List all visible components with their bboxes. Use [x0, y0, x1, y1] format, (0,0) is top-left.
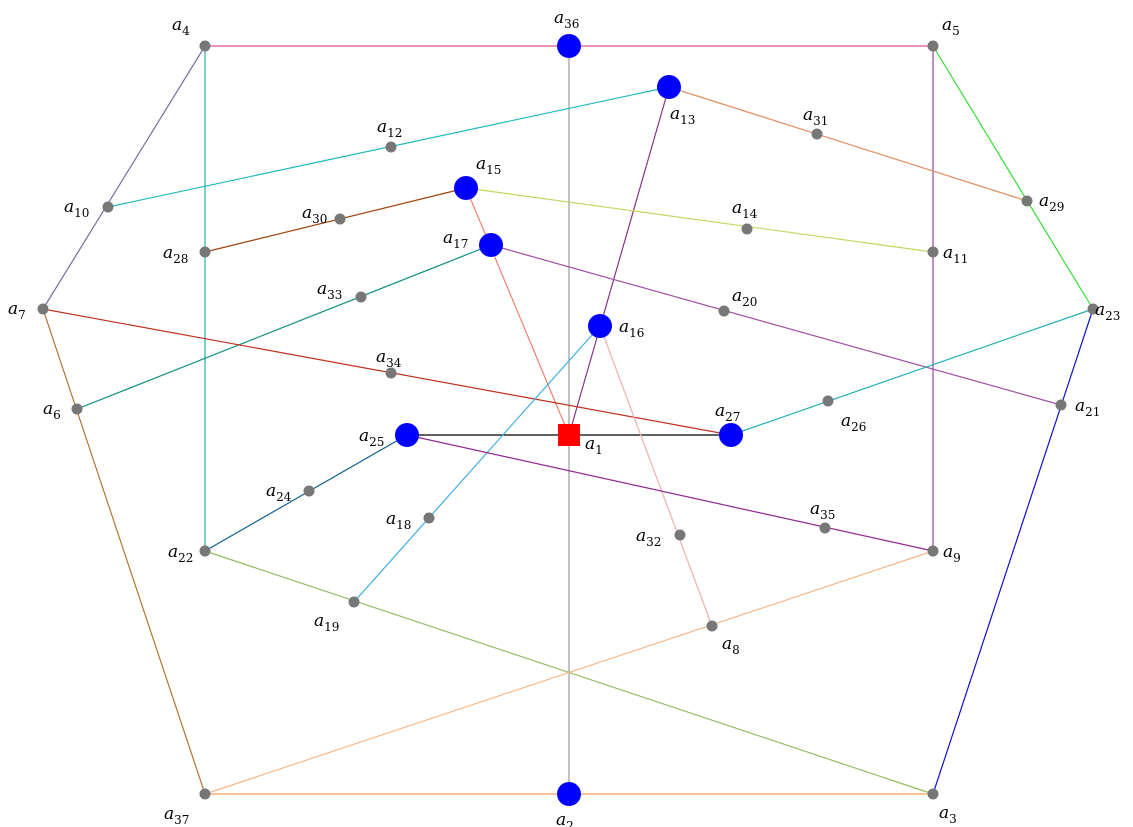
node-a21 — [1055, 399, 1067, 411]
node-a14 — [741, 223, 753, 235]
edge-a7-a37 — [42, 308, 206, 795]
node-label-a11: a11 — [943, 243, 968, 266]
edge-a13-a1 — [568, 86, 670, 436]
node-a35 — [819, 522, 831, 534]
edge-a9-a37 — [204, 550, 934, 795]
node-a20 — [718, 305, 730, 317]
node-label-a8: a8 — [722, 634, 740, 657]
node-a1 — [558, 424, 580, 446]
node-label-a3: a3 — [939, 803, 957, 826]
node-label-a33: a33 — [317, 279, 342, 302]
node-label-a4: a4 — [172, 15, 190, 38]
node-label-a9: a9 — [943, 542, 961, 565]
node-a3 — [927, 788, 939, 800]
node-a24 — [303, 485, 315, 497]
node-label-a5: a5 — [942, 15, 960, 38]
node-a13 — [657, 75, 681, 99]
node-label-a18: a18 — [386, 509, 411, 532]
node-label-a28: a28 — [163, 243, 188, 266]
node-a25 — [395, 423, 419, 447]
node-label-a26: a26 — [841, 411, 866, 434]
node-a22 — [199, 545, 211, 557]
node-label-a20: a20 — [732, 286, 757, 309]
node-label-a36: a36 — [554, 8, 579, 31]
edge-a17-a21 — [490, 244, 1062, 406]
edge-a23-a27 — [730, 308, 1094, 436]
edge-layer — [42, 45, 1094, 795]
node-label-a25: a25 — [359, 426, 384, 449]
node-label-a32: a32 — [636, 526, 661, 549]
node-label-a24: a24 — [266, 481, 292, 504]
edge-a13-a29 — [668, 86, 1028, 202]
node-label-a23: a23 — [1095, 300, 1120, 323]
node-label-a21: a21 — [1075, 396, 1100, 419]
node-layer — [37, 34, 1099, 806]
node-label-a29: a29 — [1039, 191, 1064, 214]
node-label-a30: a30 — [302, 203, 327, 226]
node-label-a14: a14 — [732, 198, 758, 221]
node-a11 — [927, 246, 939, 258]
node-a36 — [557, 34, 581, 58]
edge-a16-a8 — [599, 325, 713, 627]
node-a5 — [927, 40, 939, 52]
node-a29 — [1021, 195, 1033, 207]
edge-a16-a19 — [353, 325, 601, 603]
node-a18 — [423, 512, 435, 524]
edge-a4-a7 — [42, 45, 206, 310]
node-label-a16: a16 — [619, 317, 644, 340]
node-label-a19: a19 — [314, 611, 339, 634]
edge-a6-a17 — [76, 244, 492, 410]
node-label-a10: a10 — [64, 197, 89, 220]
node-a6 — [71, 403, 83, 415]
node-label-a17: a17 — [443, 228, 468, 251]
node-a32 — [674, 529, 686, 541]
node-a16 — [588, 314, 612, 338]
node-a15 — [454, 176, 478, 200]
node-a34 — [385, 367, 397, 379]
node-label-a12: a12 — [377, 117, 402, 140]
node-a12 — [385, 141, 397, 153]
node-label-a37: a37 — [164, 804, 189, 827]
node-a10 — [102, 201, 114, 213]
node-a23 — [1087, 303, 1099, 315]
label-layer: a1 a2 a3 a4 a5 a6 a7 a8 a9 a10 a11 a12 a13 a14 a15 a16 a… — [8, 8, 1120, 827]
edge-a15-a1 — [465, 187, 570, 436]
node-a30 — [334, 213, 346, 225]
node-a17 — [479, 233, 503, 257]
edge-a15-a11 — [465, 187, 934, 253]
node-label-a34: a34 — [376, 347, 402, 370]
node-a8 — [706, 620, 718, 632]
node-a37 — [199, 788, 211, 800]
node-label-a7: a7 — [8, 299, 26, 322]
edge-a23-a3 — [932, 308, 1094, 795]
node-a28 — [199, 246, 211, 258]
node-a31 — [811, 128, 823, 140]
node-label-a2: a2 — [556, 810, 574, 827]
node-label-a6: a6 — [43, 399, 61, 422]
edge-a25-a9 — [406, 434, 934, 552]
node-a33 — [355, 291, 367, 303]
node-a4 — [199, 40, 211, 52]
node-a26 — [822, 395, 834, 407]
node-a19 — [348, 596, 360, 608]
node-a2 — [557, 782, 581, 806]
node-label-a35: a35 — [810, 499, 835, 522]
node-label-a15: a15 — [476, 154, 501, 177]
node-label-a13: a13 — [670, 104, 695, 127]
node-label-a27: a27 — [715, 401, 740, 424]
node-a27 — [719, 423, 743, 447]
node-a9 — [927, 545, 939, 557]
node-label-a31: a31 — [803, 105, 828, 128]
edge-a5-a23 — [932, 45, 1094, 310]
node-label-a22: a22 — [168, 542, 193, 565]
node-label-a1: a1 — [585, 434, 603, 457]
node-a7 — [37, 303, 49, 315]
